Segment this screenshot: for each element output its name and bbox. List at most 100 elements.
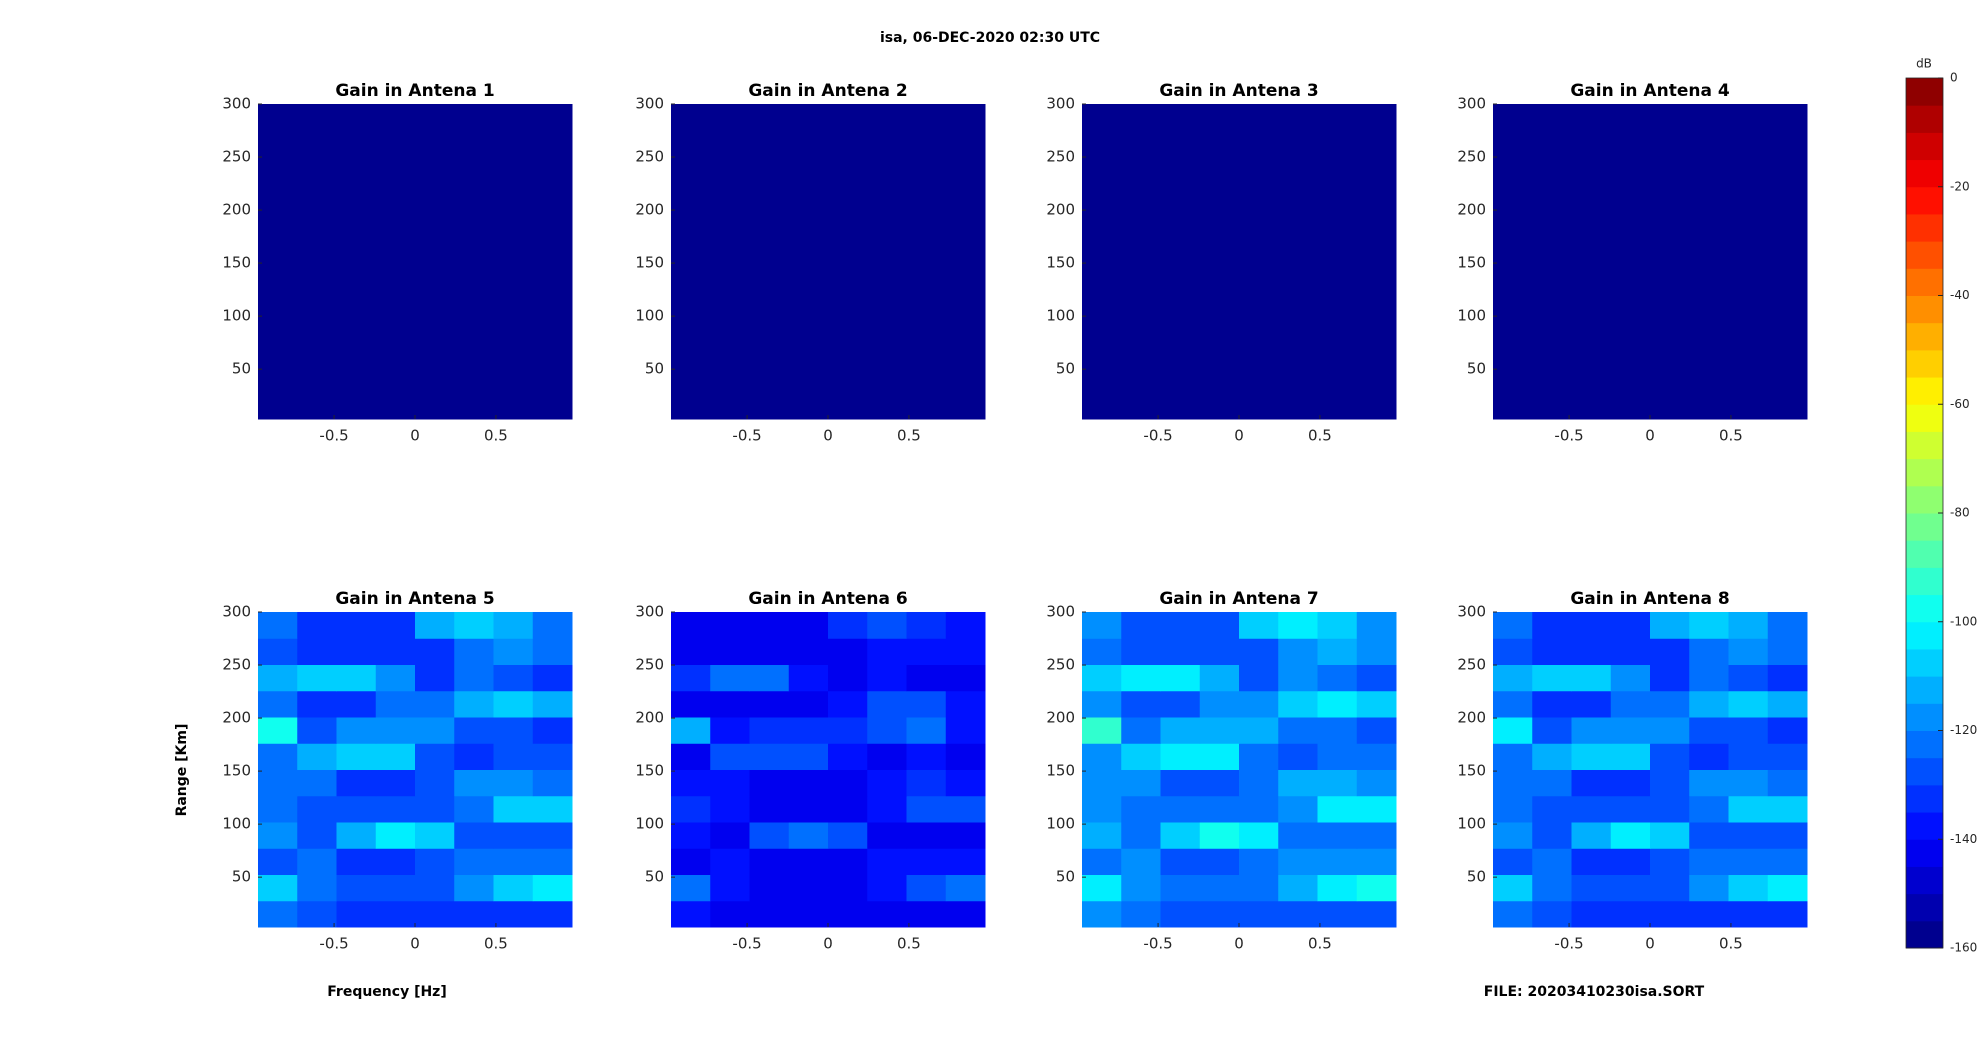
colorbar-label: dB [1916,57,1932,71]
heatmap-cell [493,822,534,849]
heatmap-cell [710,743,750,770]
heatmap-cell [1493,638,1533,665]
heatmap-cell [1493,717,1533,744]
heatmap-cell [532,900,573,928]
colorbar-segment [1906,594,1943,623]
heatmap-cell [1082,717,1122,744]
heatmap-cell [454,638,494,665]
heatmap-cell [375,874,416,902]
heatmap-cell [1278,822,1318,849]
heatmap-cell [788,638,829,665]
heatmap-cell [1082,690,1122,718]
y-tick-label: 100 [1046,307,1075,325]
heatmap-cell [454,769,494,797]
heatmap-cell [867,717,907,744]
heatmap-cell [1571,848,1612,875]
heatmap-cell [532,769,573,797]
heatmap-cell [1239,638,1279,665]
heatmap-cell [1689,900,1729,928]
colorbar-tick-label: -40 [1950,288,1970,302]
heatmap-cell [1121,769,1161,797]
heatmap-cell [1160,664,1201,692]
heatmap-cell [1356,690,1397,718]
colorbar-segment [1906,893,1943,922]
y-tick-label: 150 [1046,254,1075,272]
heatmap-cell [1278,638,1318,665]
heatmap-cell [454,743,494,770]
heatmap-cell [1317,612,1358,639]
heatmap-cell [532,874,573,902]
heatmap-cell [867,900,907,928]
heatmap-cell [375,690,416,718]
heatmap-cell [1610,848,1651,875]
heatmap-cell [1356,900,1397,928]
heatmap-cell [1121,612,1161,639]
heatmap-cell [1767,795,1808,823]
heatmap-cell [415,822,455,849]
y-tick-label: 100 [1046,815,1075,833]
heatmap-cell [749,874,790,902]
heatmap-cell [297,900,337,928]
heatmap-cell [1571,717,1612,744]
heatmap-cell [1650,743,1690,770]
heatmap-cell [1317,690,1358,718]
y-tick-label: 150 [1457,762,1486,780]
panel-title: Gain in Antena 4 [1570,81,1730,101]
y-tick-label: 200 [222,201,251,219]
heatmap-cell [788,874,829,902]
heatmap-cell [1121,900,1161,928]
heatmap-cell [788,900,829,928]
heatmap-cell [1356,769,1397,797]
heatmap-cell [788,795,829,823]
heatmap-cell [1239,769,1279,797]
heatmap-cell [1493,612,1533,639]
y-tick-label: 200 [1046,201,1075,219]
heatmap-cell [828,848,868,875]
heatmap-cell [1532,848,1572,875]
colorbar-segment [1906,784,1943,813]
heatmap-cell [710,638,750,665]
heatmap-cell [297,795,337,823]
heatmap-cell [710,717,750,744]
heatmap-cell [1239,717,1279,744]
heatmap-cell [1278,795,1318,823]
heatmap-cell [1121,822,1161,849]
heatmap-cell [1082,612,1122,639]
y-tick-label: 250 [222,656,251,674]
heatmap-cell [710,874,750,902]
heatmap-cell [1121,743,1161,770]
heatmap-cell [671,874,711,902]
heatmap-cell [1689,612,1729,639]
heatmap-cell [788,612,829,639]
panel-title: Gain in Antena 3 [1159,81,1318,101]
heatmap-cell [1728,822,1769,849]
y-tick-label: 100 [222,815,251,833]
colorbar-segment [1906,349,1943,378]
colorbar-segment [1906,703,1943,731]
heatmap-cell [1689,717,1729,744]
heatmap-cell [415,717,455,744]
heatmap-cell [828,874,868,902]
heatmap-cell [336,612,377,639]
heatmap-cell [1650,769,1690,797]
heatmap-cell [336,690,377,718]
heatmap-cell [906,743,947,770]
heatmap-cell [1493,664,1533,692]
heatmap-cell [1239,822,1279,849]
colorbar-segment [1906,540,1943,568]
colorbar-segment [1906,268,1943,296]
heatmap-cell [415,612,455,639]
heatmap-cell [710,769,750,797]
heatmap-cell [454,848,494,875]
heatmap-cell [1160,638,1201,665]
heatmap-cell [1728,874,1769,902]
colorbar-segment [1906,105,1943,133]
heatmap-cell [1082,638,1122,665]
heatmap-cell [336,638,377,665]
heatmap-cell [1356,795,1397,823]
heatmap-cell [749,638,790,665]
colorbar-segment [1906,78,1943,106]
heatmap-cell [375,822,416,849]
heatmap-cell [828,638,868,665]
